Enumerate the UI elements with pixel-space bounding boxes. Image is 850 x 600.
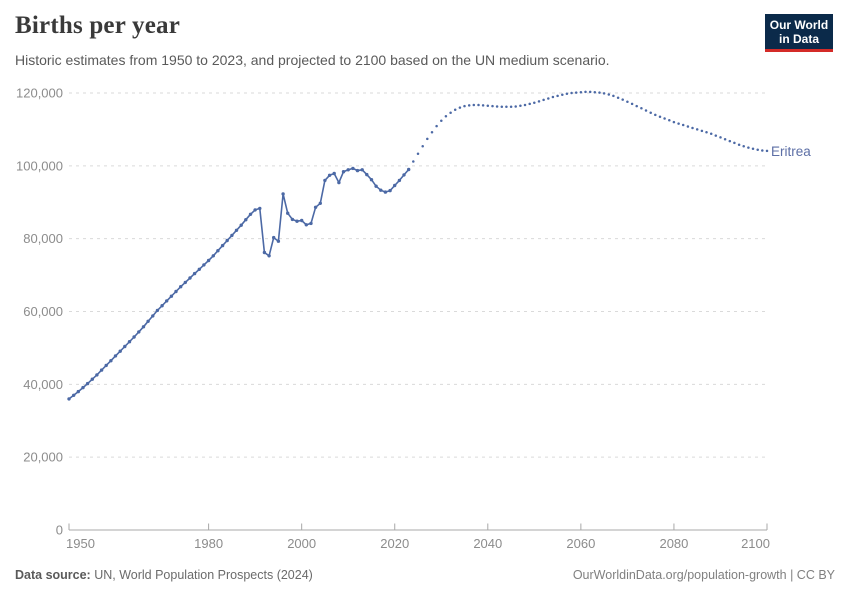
page-title: Births per year <box>15 12 181 39</box>
svg-text:40,000: 40,000 <box>23 377 63 392</box>
projection-line <box>412 90 769 163</box>
svg-text:120,000: 120,000 <box>16 86 63 101</box>
data-source-label: Data source: <box>15 568 91 582</box>
chart-footer: Data source: UN, World Population Prospe… <box>15 568 835 582</box>
svg-text:2080: 2080 <box>659 536 688 551</box>
historic-line <box>67 166 411 401</box>
chart-subtitle: Historic estimates from 1950 to 2023, an… <box>15 52 610 68</box>
svg-text:2020: 2020 <box>380 536 409 551</box>
gridlines <box>69 92 767 458</box>
svg-text:2000: 2000 <box>287 536 316 551</box>
owid-logo-line2: in Data <box>778 32 819 46</box>
svg-text:100,000: 100,000 <box>16 158 63 173</box>
owid-logo[interactable]: Our World in Data <box>765 14 833 52</box>
svg-text:1980: 1980 <box>194 536 223 551</box>
svg-text:2100: 2100 <box>741 536 770 551</box>
svg-text:2060: 2060 <box>566 536 595 551</box>
entity-label-eritrea: Eritrea <box>771 144 811 159</box>
footer-url[interactable]: OurWorldinData.org/population-growth | C… <box>572 568 835 582</box>
svg-text:2040: 2040 <box>473 536 502 551</box>
svg-text:80,000: 80,000 <box>23 231 63 246</box>
svg-text:1950: 1950 <box>66 536 95 551</box>
y-axis-labels: 0 20,000 40,000 60,000 80,000 100,000 120,000 <box>16 86 63 538</box>
data-source: Data source: UN, World Population Prospe… <box>15 568 313 582</box>
x-axis: 1950 1980 2000 2020 2040 2060 2080 2100 <box>66 523 770 551</box>
data-source-text: UN, World Population Prospects (2024) <box>90 568 313 582</box>
svg-text:20,000: 20,000 <box>23 450 63 465</box>
svg-text:60,000: 60,000 <box>23 304 63 319</box>
svg-text:0: 0 <box>56 523 63 538</box>
owid-logo-line1: Our World <box>769 18 829 32</box>
